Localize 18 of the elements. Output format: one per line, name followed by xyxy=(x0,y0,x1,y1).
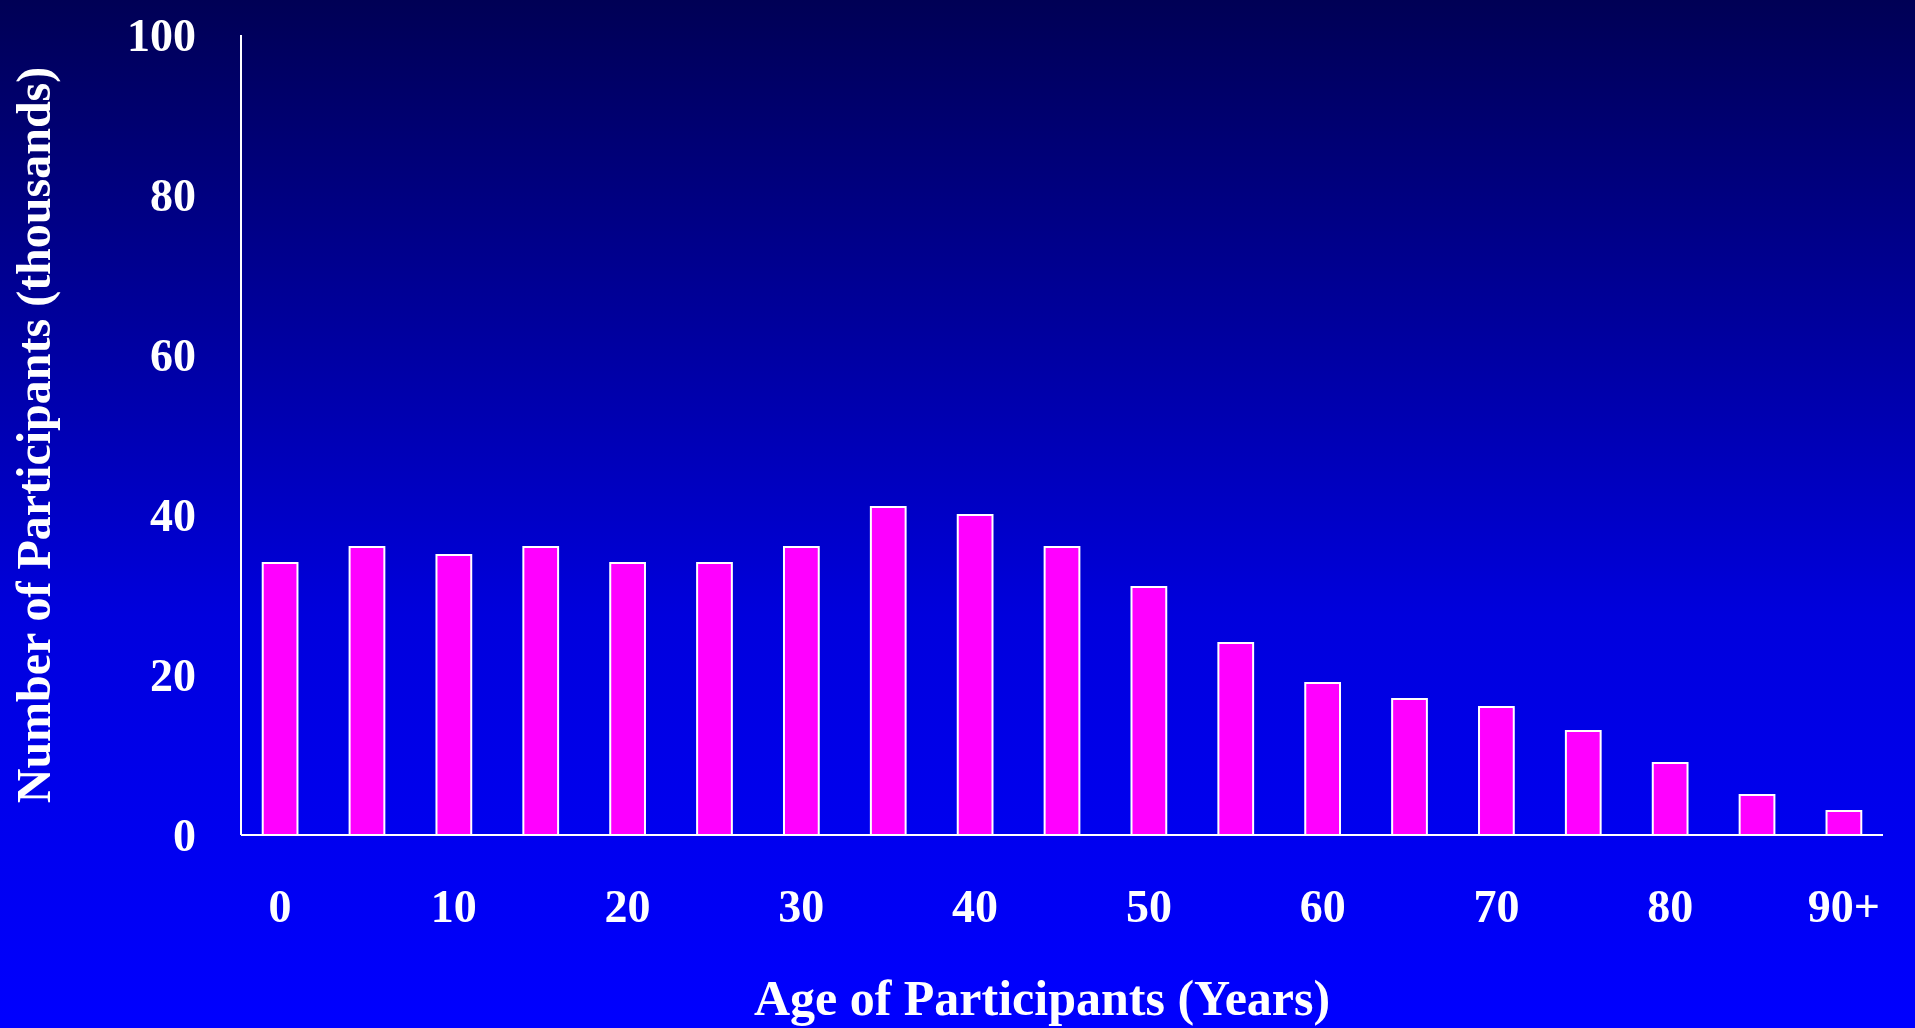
y-tick-label: 20 xyxy=(150,650,196,702)
x-tick-label: 60 xyxy=(1299,881,1346,932)
y-axis-title: Number of Participants (thousands) xyxy=(7,66,61,804)
x-tick-label: 20 xyxy=(604,881,651,932)
y-tick-label: 60 xyxy=(150,330,196,382)
x-tick-label: 50 xyxy=(1125,881,1172,932)
y-tick-label: 100 xyxy=(127,10,196,62)
x-tick-label: 10 xyxy=(430,881,477,932)
x-tick-label: 70 xyxy=(1473,881,1520,932)
y-tick-label: 80 xyxy=(150,170,196,222)
x-tick-label: 40 xyxy=(952,881,999,932)
x-tick-label: 30 xyxy=(778,881,825,932)
x-tick-label: 80 xyxy=(1647,881,1694,932)
y-tick-label: 40 xyxy=(150,490,196,542)
x-tick-label: 0 xyxy=(268,881,292,932)
y-tick-label: 0 xyxy=(173,810,196,862)
x-tick-label: 90+ xyxy=(1807,881,1881,932)
x-axis-title: Age of Participants (Years) xyxy=(753,970,1331,1026)
